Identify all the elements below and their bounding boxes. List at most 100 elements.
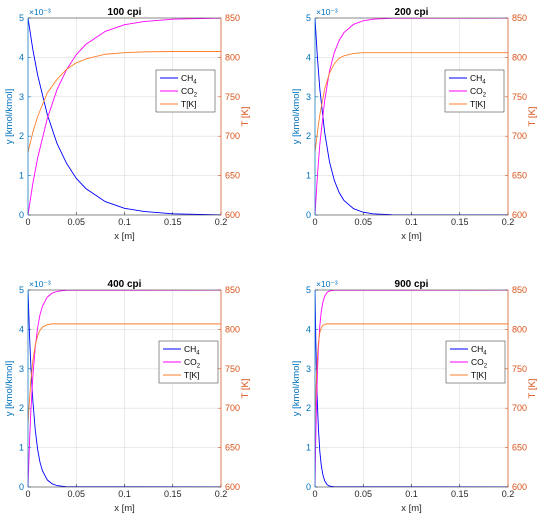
y-right-tick-label: 750 bbox=[512, 92, 527, 102]
y-exponent-label: ×10⁻³ bbox=[316, 7, 338, 17]
y-axis-label: y [kmol/kmol] bbox=[4, 89, 15, 144]
y-right-tick-label: 600 bbox=[225, 210, 240, 220]
x-tick-label: 0.1 bbox=[118, 217, 131, 227]
y-tick-label: 0 bbox=[19, 482, 24, 492]
y-right-tick-label: 850 bbox=[512, 13, 527, 23]
subplot-title: 100 cpi bbox=[108, 7, 142, 18]
x-tick-label: 0.05 bbox=[67, 489, 85, 499]
y-right-tick-label: 650 bbox=[225, 171, 240, 181]
y-right-tick-label: 800 bbox=[225, 52, 240, 62]
legend-label: CO2 bbox=[471, 357, 488, 370]
x-tick-label: 0 bbox=[312, 489, 317, 499]
y-right-tick-label: 750 bbox=[225, 364, 240, 374]
y-tick-label: 1 bbox=[306, 443, 311, 453]
y-tick-label: 4 bbox=[306, 52, 311, 62]
y-tick-label: 2 bbox=[306, 403, 311, 413]
legend-label: T[K] bbox=[184, 370, 200, 380]
x-tick-label: 0.1 bbox=[405, 217, 418, 227]
y-tick-label: 0 bbox=[306, 482, 311, 492]
y-right-tick-label: 650 bbox=[512, 171, 527, 181]
legend-label: T[K] bbox=[471, 370, 487, 380]
y-tick-label: 2 bbox=[19, 131, 24, 141]
y-right-tick-label: 800 bbox=[225, 324, 240, 334]
y-tick-label: 3 bbox=[306, 364, 311, 374]
x-tick-label: 0.2 bbox=[215, 489, 228, 499]
x-tick-label: 0.15 bbox=[164, 489, 182, 499]
legend-label: T[K] bbox=[181, 99, 197, 109]
subplot-900-cpi: 0 0.05 0.1 0.15 0.2 0 1 2 3 4 5 600 650 700 750 800 850 9… bbox=[291, 279, 538, 514]
x-tick-label: 0.1 bbox=[405, 489, 418, 499]
subplot-title: 900 cpi bbox=[395, 279, 429, 290]
y-right-tick-label: 850 bbox=[225, 13, 240, 23]
y-tick-label: 4 bbox=[306, 324, 311, 334]
series-line-ch4 bbox=[28, 18, 221, 215]
x-tick-label: 0.2 bbox=[502, 217, 515, 227]
legend-label: CH4 bbox=[181, 73, 197, 86]
y-tick-label: 1 bbox=[306, 171, 311, 181]
y-right-tick-label: 700 bbox=[225, 131, 240, 141]
x-tick-label: 0.05 bbox=[354, 217, 372, 227]
x-axis-label: x [m] bbox=[401, 503, 422, 514]
y-tick-label: 4 bbox=[19, 52, 24, 62]
legend-box bbox=[444, 69, 505, 113]
x-axis-label: x [m] bbox=[114, 231, 135, 242]
legend-subscript: 4 bbox=[196, 351, 200, 357]
x-tick-label: 0.2 bbox=[502, 489, 515, 499]
y-axis-label: y [kmol/kmol] bbox=[291, 361, 302, 416]
y-tick-label: 1 bbox=[19, 443, 24, 453]
series-line-co2 bbox=[28, 290, 221, 487]
y-right-tick-label: 850 bbox=[512, 285, 527, 295]
series-line-ch4 bbox=[28, 290, 221, 487]
series-line-co2 bbox=[315, 290, 508, 487]
y-exponent-label: ×10⁻³ bbox=[29, 7, 51, 17]
subplot-title: 400 cpi bbox=[108, 279, 142, 290]
legend-label: CO2 bbox=[181, 86, 198, 99]
y-exponent-label: ×10⁻³ bbox=[316, 279, 338, 289]
x-tick-label: 0.15 bbox=[164, 217, 182, 227]
y-right-tick-label: 850 bbox=[225, 285, 240, 295]
x-tick-label: 0 bbox=[25, 217, 30, 227]
y-right-tick-label: 600 bbox=[512, 482, 527, 492]
x-axis-label: x [m] bbox=[114, 503, 135, 514]
legend-subscript: 2 bbox=[484, 364, 488, 370]
y-tick-label: 3 bbox=[19, 364, 24, 374]
y-exponent-label: ×10⁻³ bbox=[29, 279, 51, 289]
subplot-200-cpi: 0 0.05 0.1 0.15 0.2 0 1 2 3 4 5 600 650 700 750 800 850 2… bbox=[291, 7, 538, 242]
y-tick-label: 2 bbox=[306, 131, 311, 141]
legend-subscript: 4 bbox=[483, 351, 487, 357]
y-tick-label: 5 bbox=[306, 285, 311, 295]
y-axis-label: y [kmol/kmol] bbox=[291, 89, 302, 144]
x-tick-label: 0.2 bbox=[215, 217, 228, 227]
legend-label: T[K] bbox=[470, 99, 486, 109]
legend-label: CH4 bbox=[471, 344, 487, 357]
y-tick-label: 2 bbox=[19, 403, 24, 413]
x-tick-label: 0.1 bbox=[118, 489, 131, 499]
subplot-400-cpi: 0 0.05 0.1 0.15 0.2 0 1 2 3 4 5 600 650 700 750 800 850 4… bbox=[4, 279, 251, 514]
legend-label: CH4 bbox=[470, 73, 486, 86]
x-axis-label: x [m] bbox=[401, 231, 422, 242]
y-tick-label: 4 bbox=[19, 324, 24, 334]
y-tick-label: 0 bbox=[19, 210, 24, 220]
y-tick-label: 5 bbox=[19, 13, 24, 23]
series-line-tk bbox=[315, 323, 508, 424]
y-right-tick-label: 700 bbox=[512, 403, 527, 413]
subplot-100-cpi: 0 0.05 0.1 0.15 0.2 0 1 2 3 4 5 600 650 700 750 800 850 1… bbox=[4, 7, 251, 242]
legend-subscript: 2 bbox=[194, 93, 198, 99]
legend-subscript: 2 bbox=[483, 93, 487, 99]
y-right-axis-label: T [K] bbox=[240, 379, 251, 399]
series-line-co2 bbox=[315, 18, 508, 215]
series-line-ch4 bbox=[315, 18, 508, 215]
y-right-tick-label: 600 bbox=[512, 210, 527, 220]
subplot-title: 200 cpi bbox=[395, 7, 429, 18]
y-tick-label: 3 bbox=[19, 92, 24, 102]
y-tick-label: 1 bbox=[19, 171, 24, 181]
y-tick-label: 3 bbox=[306, 92, 311, 102]
y-right-tick-label: 750 bbox=[512, 364, 527, 374]
legend-subscript: 4 bbox=[193, 80, 197, 86]
y-tick-label: 5 bbox=[306, 13, 311, 23]
x-tick-label: 0 bbox=[312, 217, 317, 227]
legend-label: CO2 bbox=[184, 357, 201, 370]
legend-box bbox=[158, 340, 219, 384]
y-right-tick-label: 700 bbox=[225, 403, 240, 413]
y-right-axis-label: T [K] bbox=[240, 107, 251, 127]
